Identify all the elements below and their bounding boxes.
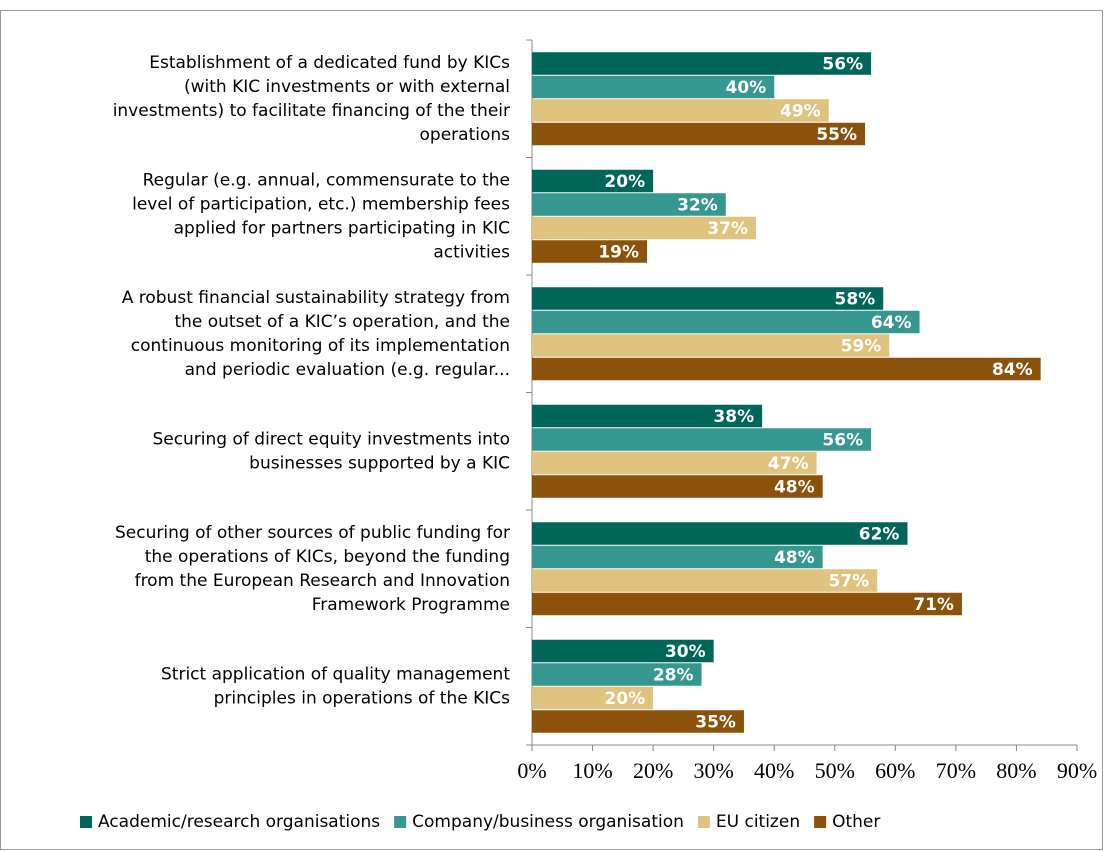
category-label-line: the operations of KICs, beyond the fundi…: [145, 547, 510, 567]
value-label: 30%: [665, 642, 706, 662]
category-label: Strict application of quality management…: [161, 664, 510, 708]
value-label: 59%: [841, 337, 882, 357]
bar: [532, 663, 702, 686]
value-label: 48%: [774, 478, 815, 498]
value-label: 20%: [604, 172, 645, 192]
value-label: 37%: [707, 219, 748, 239]
legend-label: Company/business organisation: [412, 812, 684, 832]
bar: [532, 193, 726, 216]
legend-label: Other: [832, 812, 880, 832]
bar: [532, 451, 817, 475]
category-label-line: Securing of other sources of public fund…: [115, 523, 510, 543]
value-label: 32%: [677, 196, 718, 216]
value-label: 56%: [822, 431, 863, 451]
category-label-line: operations: [420, 125, 511, 145]
x-tick-label: 20%: [633, 758, 673, 783]
category-label-line: investments) to facilitate financing of …: [113, 101, 510, 121]
category-label-line: Establishment of a dedicated fund by KIC…: [149, 53, 510, 73]
value-label: 48%: [774, 548, 815, 568]
category-label-line: applied for partners participating in KI…: [174, 218, 510, 238]
x-tick-label: 10%: [572, 758, 612, 783]
bar: [532, 404, 763, 428]
bar: [532, 99, 829, 122]
value-label: 71%: [913, 595, 954, 615]
x-tick-label: 60%: [875, 758, 915, 783]
bar: [532, 428, 872, 451]
value-label: 20%: [604, 689, 645, 709]
bar: [532, 569, 878, 592]
category-label-line: the outset of a KICʼs operation, and the: [174, 312, 510, 332]
bar: [532, 75, 775, 99]
category-label: Regular (e.g. annual, commensurate to th…: [132, 170, 510, 262]
bar: [532, 310, 920, 334]
value-label: 47%: [768, 454, 809, 474]
bar: [532, 686, 654, 710]
category-label-line: Regular (e.g. annual, commensurate to th…: [143, 170, 510, 190]
bar: [532, 545, 823, 569]
bar: [532, 592, 962, 616]
x-tick-label: 70%: [936, 758, 976, 783]
bar: [532, 169, 654, 193]
bar: [532, 639, 714, 663]
x-tick-label: 30%: [694, 758, 734, 783]
category-label-line: from the European Research and Innovatio…: [135, 571, 510, 591]
category-label-line: businesses supported by a KIC: [249, 453, 510, 473]
bar: [532, 52, 872, 75]
category-label: Securing of direct equity investments in…: [152, 429, 510, 473]
bar: [532, 710, 744, 733]
legend-label: EU citizen: [716, 812, 800, 832]
legend-swatch: [394, 816, 407, 828]
category-label-line: principles in operations of the KICs: [214, 688, 510, 708]
category-label-line: Securing of direct equity investments in…: [152, 429, 510, 449]
x-tick-label: 90%: [1057, 758, 1097, 783]
bar: [532, 475, 823, 498]
value-label: 55%: [816, 125, 857, 145]
value-label: 64%: [871, 313, 912, 333]
bar: [532, 216, 757, 240]
bar: [532, 357, 1041, 381]
category-label-line: continuous monitoring of its implementat…: [131, 336, 510, 356]
bar: [532, 522, 908, 545]
legend-swatch: [80, 816, 92, 828]
value-label: 35%: [695, 713, 736, 733]
category-label-line: and periodic evaluation (e.g. regular...: [185, 360, 510, 380]
category-label: Establishment of a dedicated fund by KIC…: [113, 53, 510, 145]
x-tick-label: 40%: [754, 758, 794, 783]
value-label: 19%: [598, 243, 639, 263]
x-tick-label: 50%: [815, 758, 855, 783]
bar: [532, 122, 866, 146]
x-tick-label: 0%: [517, 758, 546, 783]
legend-swatch: [697, 816, 710, 828]
bar: [532, 334, 890, 357]
value-label: 40%: [726, 78, 767, 98]
value-label: 49%: [780, 102, 821, 122]
category-label-line: Strict application of quality management: [161, 664, 510, 684]
value-label: 28%: [653, 666, 694, 686]
category-label-line: activities: [433, 242, 510, 262]
bar: [532, 240, 648, 263]
value-label: 57%: [828, 572, 869, 592]
legend-swatch: [814, 816, 827, 828]
value-label: 84%: [992, 360, 1033, 380]
category-label-line: level of participation, etc.) membership…: [132, 194, 510, 214]
category-label-line: Framework Programme: [312, 595, 510, 615]
category-label: Securing of other sources of public fund…: [115, 523, 510, 615]
legend-label: Academic/research organisations: [98, 812, 380, 832]
category-label: A robust financial sustainability strate…: [122, 288, 510, 380]
value-label: 62%: [859, 525, 900, 545]
value-label: 38%: [713, 407, 754, 427]
value-label: 56%: [822, 55, 863, 75]
category-label-line: A robust financial sustainability strate…: [122, 288, 510, 308]
value-label: 58%: [835, 290, 876, 310]
category-label-line: (with KIC investments or with external: [184, 77, 510, 97]
x-tick-label: 80%: [996, 758, 1036, 783]
bar: [532, 287, 884, 310]
